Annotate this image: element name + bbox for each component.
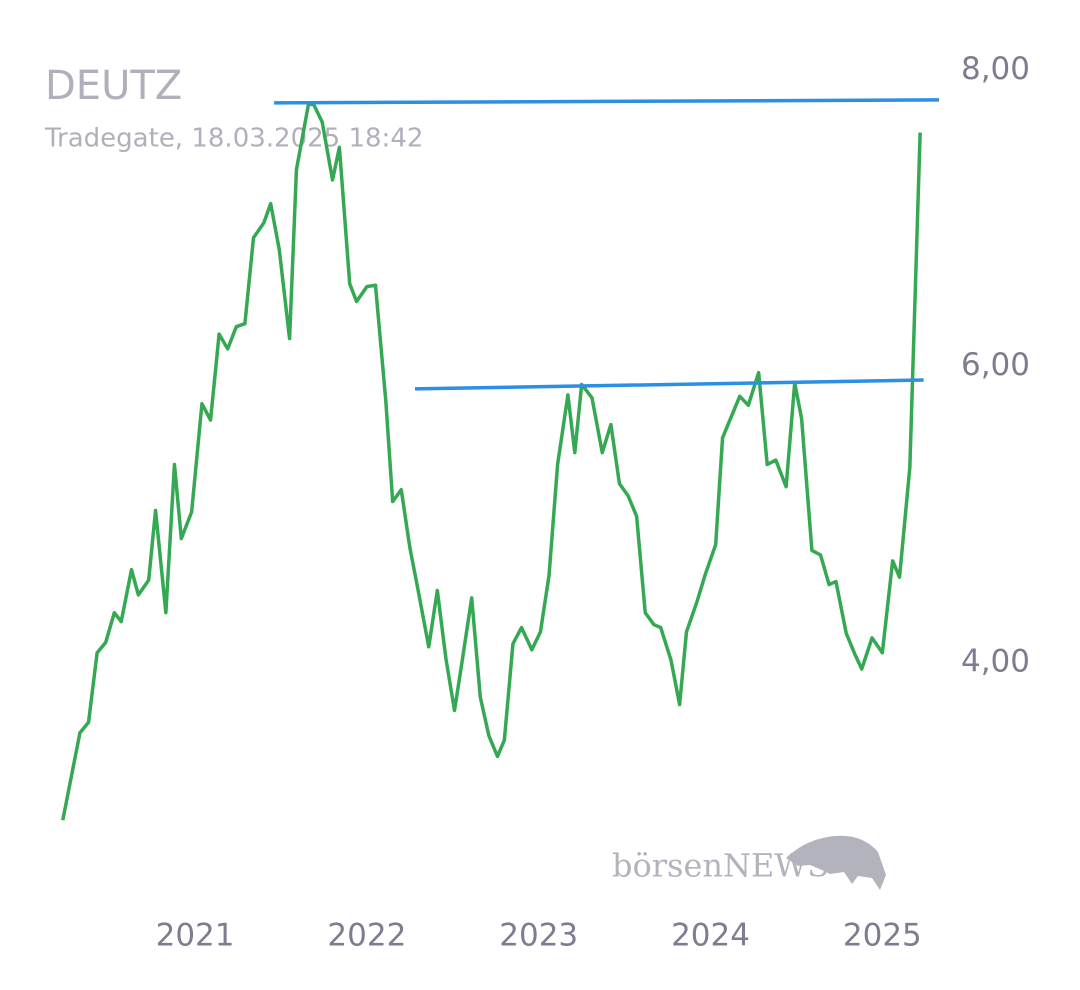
x-tick-label: 2023 — [499, 918, 578, 954]
x-tick-label: 2021 — [156, 918, 235, 954]
x-tick-label: 2025 — [843, 918, 922, 954]
watermark-bull — [786, 835, 886, 890]
x-tick-label: 2022 — [327, 918, 406, 954]
y-tick-label: 8,00 — [961, 51, 1030, 87]
price-line — [61, 102, 922, 821]
chart-subtitle: Tradegate, 18.03.2025 18:42 — [44, 124, 423, 154]
trend-line — [414, 378, 924, 391]
chart-title: DEUTZ — [45, 63, 182, 109]
x-tick-label: 2024 — [671, 918, 750, 954]
y-tick-label: 6,00 — [961, 347, 1030, 383]
y-tick-label: 4,00 — [961, 644, 1030, 680]
trend-line — [274, 98, 940, 105]
